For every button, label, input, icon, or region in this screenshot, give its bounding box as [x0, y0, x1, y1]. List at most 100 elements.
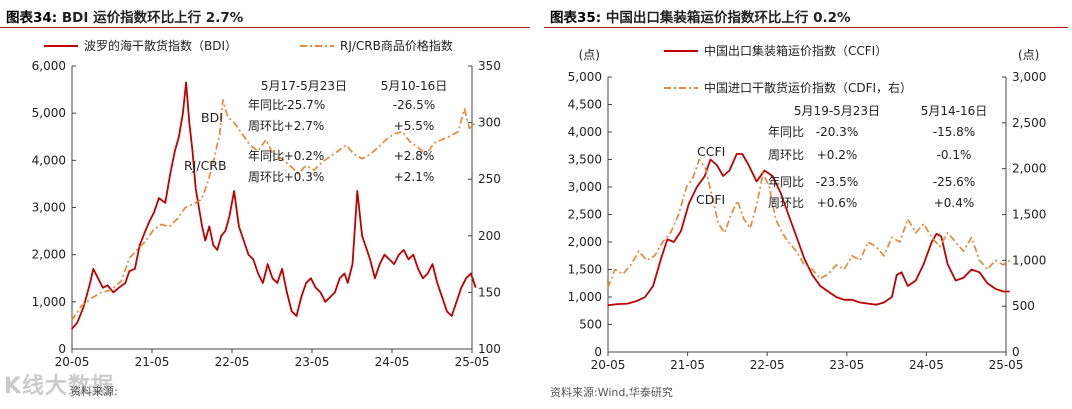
- x-tick-label: 25-05: [989, 358, 1024, 372]
- y-left-tick-label: 5,000: [32, 106, 66, 120]
- annotation-group-1-label: CCFI: [697, 144, 725, 159]
- figure-34-number: 图表34:: [6, 10, 58, 26]
- y-left-tick-label: 2,000: [32, 248, 66, 262]
- annotation-row-value-2: +0.4%: [934, 196, 975, 210]
- series-line-1: [71, 81, 477, 330]
- title-rule: [544, 27, 1068, 28]
- annotation-row-value-2: -0.1%: [937, 148, 972, 162]
- annotation-group-2-label: RJ/CRB: [184, 158, 227, 173]
- y-right-tick-label: 300: [478, 116, 501, 130]
- y-left-tick-label: 4,000: [568, 125, 602, 139]
- y-left-tick-label: 6,000: [32, 59, 66, 73]
- y-right-tick-label: 100: [478, 342, 501, 356]
- y-left-tick-label: 5,000: [568, 70, 602, 84]
- x-tick-label: 23-05: [829, 358, 864, 372]
- x-tick-label: 20-05: [55, 355, 90, 369]
- series-line-1: [607, 153, 1010, 307]
- annotation-row-value-2: +5.5%: [394, 119, 435, 133]
- figure-34-panel: 图表34: BDI 运价指数环比上行 2.7% 0 1,000 2,000 3,000…: [0, 0, 534, 409]
- x-tick-label: 22-05: [215, 355, 250, 369]
- y-right-tick-label: 1,500: [1012, 208, 1046, 222]
- annotation-row-value-2: -25.6%: [933, 175, 975, 189]
- y-left-tick-label: 1,000: [32, 295, 66, 309]
- series-line-2: [606, 158, 1011, 289]
- annotation-row-value-2: +2.8%: [394, 149, 435, 163]
- y-left-tick-label: 3,500: [568, 153, 602, 167]
- figure-34-title-text: BDI 运价指数环比上行 2.7%: [61, 10, 244, 26]
- figure-34-title: 图表34: BDI 运价指数环比上行 2.7%: [6, 6, 243, 26]
- figure-35-title-text: 中国出口集装箱运价指数环比上行 0.2%: [605, 10, 851, 26]
- y-right-tick-label: 3,000: [1012, 70, 1046, 84]
- y-left-tick-label: 0: [58, 342, 66, 356]
- y-left-tick-label: 1,500: [568, 263, 602, 277]
- y-left-tick-label: 3,000: [32, 201, 66, 215]
- annotation-row-value-2: -15.8%: [933, 125, 975, 139]
- y-right-unit: (点): [1018, 48, 1039, 62]
- annotation-row-value-1: +0.6%: [817, 196, 858, 210]
- annotation-row-label: 周环比: [768, 196, 804, 210]
- annotation-row-label: 周环比: [768, 148, 804, 162]
- annotation-row-label: 年同比: [768, 175, 804, 189]
- annotation-header-1: 5月17-5月23日: [261, 79, 347, 93]
- y-left-tick-label: 2,500: [568, 208, 602, 222]
- annotation-group-1-label: BDI: [201, 110, 223, 125]
- y-left-tick-label: 500: [579, 318, 602, 332]
- y-right-tick-label: 200: [478, 229, 501, 243]
- y-left-tick-label: 4,500: [568, 98, 602, 112]
- annotation-row-value-1: -23.5%: [816, 175, 858, 189]
- x-tick-label: 22-05: [750, 358, 785, 372]
- y-left-tick-label: 3,000: [568, 180, 602, 194]
- annotation-row-label: 周环比: [248, 119, 284, 133]
- y-right-tick-label: 250: [478, 172, 501, 186]
- y-right-tick-label: 350: [478, 59, 501, 73]
- source-note: 资料来源:: [70, 385, 118, 398]
- watermark: K线大数据: [4, 374, 115, 399]
- x-tick-label: 24-05: [375, 355, 410, 369]
- y-right-tick-label: 1,000: [1012, 253, 1046, 267]
- bdi-crb-chart: 0 1,000 2,000 3,000 4,000 5,000 6,000 100 150 200…: [32, 38, 501, 369]
- annotation-row-value-1: +0.3%: [284, 170, 325, 184]
- legend-label-1: 中国出口集装箱运价指数（CCFI）: [704, 43, 887, 58]
- legend-label-2: RJ/CRB商品价格指数: [340, 38, 453, 53]
- annotation-header-1: 5月19-5月23日: [794, 104, 880, 118]
- series-line-2: [70, 99, 477, 322]
- y-right-tick-label: 2,500: [1012, 116, 1046, 130]
- legend-label-1: 波罗的海干散货指数（BDI）: [84, 38, 237, 53]
- ccfi-cdfi-chart: 0 500 1,000 1,500 2,000 2,500 3,000 3,500 4,000 4…: [568, 43, 1047, 372]
- y-right-tick-label: 2,000: [1012, 162, 1046, 176]
- title-rule: [0, 27, 530, 28]
- source-note: 资料来源:Wind,华泰研究: [550, 386, 673, 399]
- figure-35-panel: 图表35: 中国出口集装箱运价指数环比上行 0.2% 0 500 1,000 1,50…: [544, 0, 1072, 409]
- y-left-unit: (点): [579, 48, 600, 62]
- figure-35-number: 图表35:: [550, 10, 602, 26]
- annotation-row-value-2: -26.5%: [393, 98, 435, 112]
- y-right-tick-label: 0: [1012, 345, 1020, 359]
- x-tick-label: 25-05: [455, 355, 490, 369]
- x-tick-label: 21-05: [135, 355, 170, 369]
- annotation-group-2-label: CDFI: [696, 192, 725, 207]
- annotation-row-label: 年同比: [248, 98, 284, 112]
- annotation-row-value-2: +2.1%: [394, 170, 435, 184]
- annotation-row-value-1: -20.3%: [816, 125, 858, 139]
- annotation-header-2: 5月14-16日: [921, 104, 988, 118]
- y-left-tick-label: 2,000: [568, 235, 602, 249]
- y-left-tick-label: 1,000: [568, 290, 602, 304]
- x-tick-label: 23-05: [295, 355, 330, 369]
- annotation-header-2: 5月10-16日: [381, 79, 448, 93]
- y-left-tick-label: 0: [594, 345, 602, 359]
- x-tick-label: 21-05: [670, 358, 705, 372]
- y-right-tick-label: 500: [1012, 299, 1035, 313]
- annotation-row-value-1: +2.7%: [284, 119, 325, 133]
- legend-label-2: 中国进口干散货运价指数（CDFI，右）: [704, 80, 912, 95]
- y-right-tick-label: 150: [478, 285, 501, 299]
- x-tick-label: 24-05: [909, 358, 944, 372]
- annotation-row-value-1: -25.7%: [283, 98, 325, 112]
- annotation-row-value-1: +0.2%: [817, 148, 858, 162]
- y-left-tick-label: 4,000: [32, 153, 66, 167]
- annotation-row-value-1: +0.2%: [284, 149, 325, 163]
- annotation-row-label: 年同比: [768, 125, 804, 139]
- annotation-row-label: 年同比: [248, 149, 284, 163]
- x-tick-label: 20-05: [591, 358, 626, 372]
- figure-35-title: 图表35: 中国出口集装箱运价指数环比上行 0.2%: [550, 6, 851, 26]
- annotation-row-label: 周环比: [248, 170, 284, 184]
